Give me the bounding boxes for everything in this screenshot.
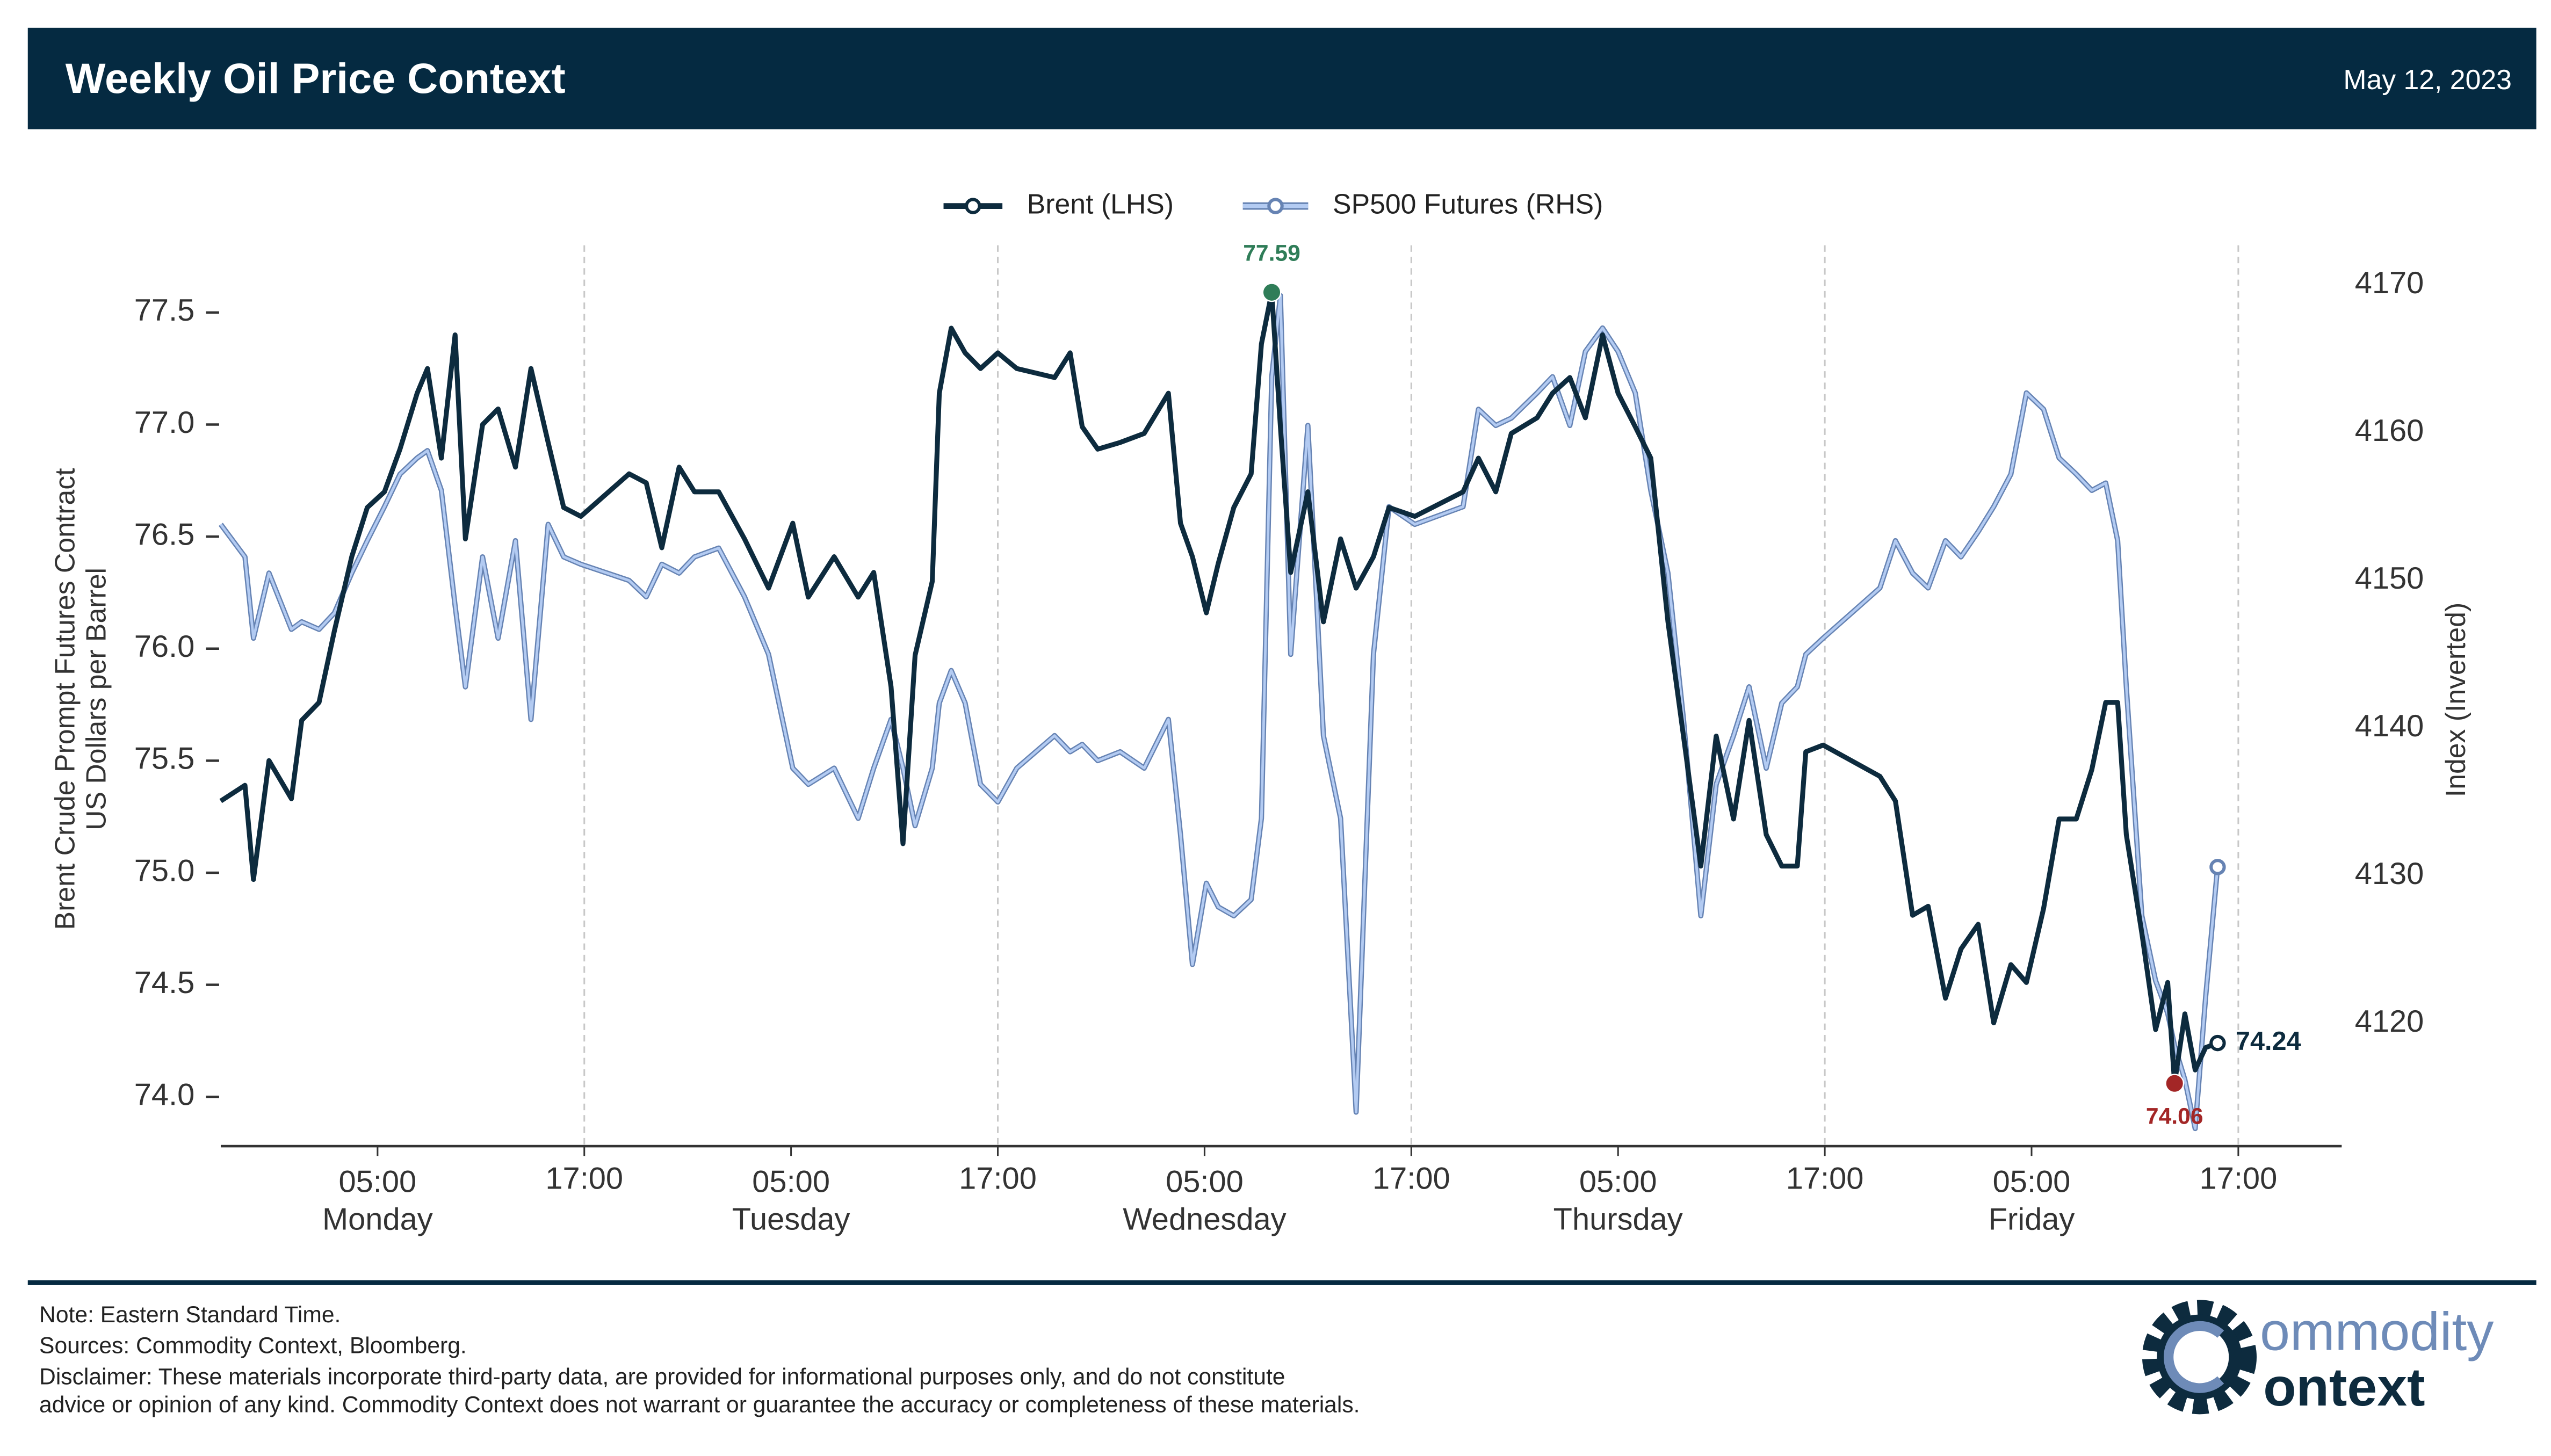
- header-bar: [27, 27, 2536, 129]
- y2-tick-label: 4160: [2355, 414, 2424, 448]
- footer-rule: [27, 1280, 2536, 1285]
- footer-note: Note: Eastern Standard Time.: [39, 1302, 341, 1328]
- end-marker: [2209, 859, 2226, 875]
- y2-tick-label: 4150: [2355, 561, 2424, 596]
- logo: ommodity ontext: [2142, 1300, 2494, 1417]
- x-tick-label: Wednesday: [1123, 1202, 1286, 1236]
- y-tick-label: 74.5: [134, 966, 195, 1000]
- footer-note: advice or opinion of any kind. Commodity…: [39, 1392, 1360, 1417]
- logo-c: [2164, 1321, 2224, 1393]
- x-tick-label: 05:00: [752, 1164, 830, 1199]
- y-axis-label: US Dollars per Barrel: [80, 568, 111, 830]
- annotation-marker: [1262, 282, 1282, 302]
- y-axis-label: Brent Crude Prompt Futures Contract: [49, 468, 80, 930]
- series-line: [220, 294, 2219, 1130]
- logo-bottom: ontext: [2263, 1357, 2425, 1417]
- end-marker: [2209, 1034, 2226, 1052]
- y-tick-label: 77.5: [134, 293, 195, 328]
- y-tick-label: 76.5: [134, 517, 195, 552]
- x-tick-label: 05:00: [338, 1164, 416, 1199]
- date: May 12, 2023: [2343, 64, 2512, 95]
- y2-tick-label: 4130: [2355, 857, 2424, 891]
- x-tick-label: 05:00: [1993, 1164, 2071, 1199]
- annotation-label: 74.24: [2236, 1027, 2301, 1056]
- y-tick-label: 74.0: [134, 1078, 195, 1112]
- logo-gear: [2142, 1300, 2257, 1415]
- annotation-label: 74.06: [2146, 1103, 2203, 1129]
- x-tick-label: 05:00: [1579, 1164, 1657, 1199]
- y-tick-label: 76.0: [134, 629, 195, 664]
- x-tick-label: 17:00: [2200, 1161, 2278, 1196]
- legend-label: Brent (LHS): [1027, 188, 1174, 219]
- y-tick-label: 75.0: [134, 853, 195, 888]
- annotation-marker: [2165, 1074, 2185, 1093]
- y-tick-label: 75.5: [134, 742, 195, 776]
- footer-note: Disclaimer: These materials incorporate …: [39, 1364, 1285, 1390]
- y-tick-label: 77.0: [134, 405, 195, 440]
- annotation-label: 77.59: [1243, 241, 1300, 266]
- x-tick-label: 17:00: [1786, 1161, 1864, 1196]
- legend-label: SP500 Futures (RHS): [1333, 188, 1603, 219]
- x-tick-label: Monday: [322, 1202, 433, 1236]
- series-edge: [219, 293, 2221, 1132]
- footer-note: Sources: Commodity Context, Bloomberg.: [39, 1333, 467, 1359]
- y2-tick-label: 4140: [2355, 709, 2424, 743]
- x-tick-label: 17:00: [959, 1161, 1037, 1196]
- legend-marker: [965, 198, 981, 214]
- legend-marker: [1267, 198, 1284, 214]
- title: Weekly Oil Price Context: [66, 54, 566, 102]
- y2-axis-label: Index (Inverted): [2440, 603, 2471, 797]
- logo-top: ommodity: [2260, 1302, 2494, 1362]
- x-tick-label: Tuesday: [732, 1202, 850, 1236]
- y2-tick-label: 4120: [2355, 1004, 2424, 1039]
- x-tick-label: 17:00: [1372, 1161, 1450, 1196]
- x-tick-label: Friday: [1989, 1202, 2075, 1236]
- x-tick-label: 17:00: [545, 1161, 623, 1196]
- y2-tick-label: 4170: [2355, 266, 2424, 300]
- x-tick-label: 05:00: [1166, 1164, 1244, 1199]
- series-line: [219, 289, 2218, 1086]
- x-tick-label: Thursday: [1553, 1202, 1683, 1236]
